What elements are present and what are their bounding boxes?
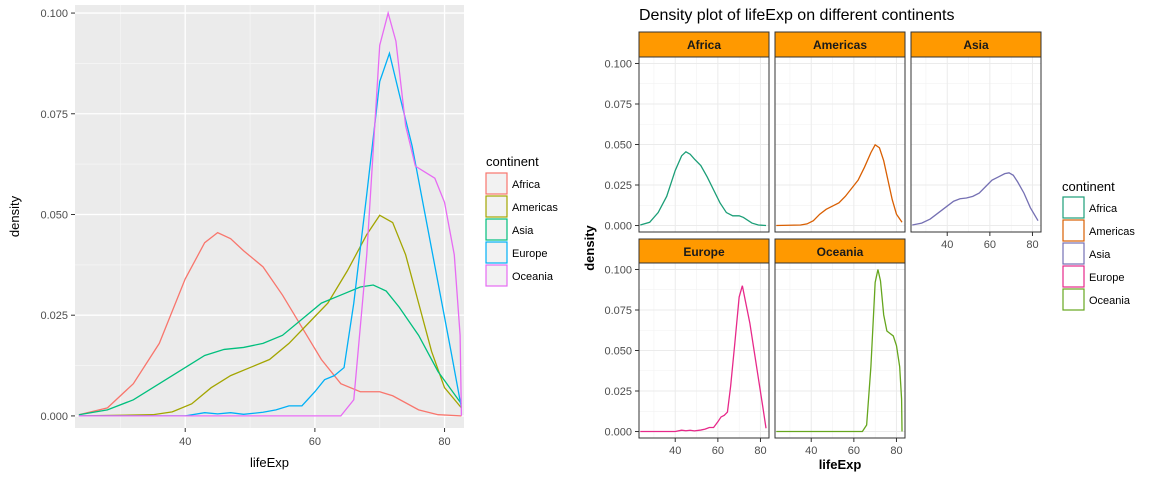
y-tick-label: 0.025 (604, 386, 632, 398)
y-tick-label: 0.075 (604, 305, 632, 317)
facet-strip-label: Asia (963, 38, 989, 52)
chart-title: Density plot of lifeExp on different con… (639, 7, 954, 24)
facet-border (774, 262, 906, 439)
legend-label: Americas (512, 202, 558, 214)
facet-panel-americas: Americas (774, 31, 906, 233)
legend-key-africa (485, 172, 508, 195)
legend-key-oceania (485, 264, 508, 287)
legend-label: Asia (512, 225, 534, 237)
legend-title: continent (1062, 179, 1115, 194)
facet-strip (638, 238, 770, 264)
density-line-asia (912, 172, 1039, 226)
x-tick-label: 80 (1026, 239, 1038, 251)
y-tick-label: 0.050 (40, 209, 68, 221)
facet-panel-africa: Africa 0.000 0.025 0.050 0.075 0.100 (604, 31, 770, 233)
facet-panel-asia: Asia 40 60 80 (910, 31, 1042, 251)
legend-key-asia (1062, 242, 1085, 265)
facet-strip (774, 31, 906, 58)
legend-key-americas (485, 195, 508, 218)
y-tick-label: 0.075 (604, 99, 632, 111)
facet-border (910, 56, 1042, 233)
x-tick-label: 60 (848, 445, 860, 457)
y-tick-label: 0.000 (40, 411, 68, 423)
y-tick-label: 0.100 (604, 264, 632, 276)
x-tick-label: 40 (941, 239, 953, 251)
legend-key-europe (1062, 265, 1085, 288)
x-tick-label: 60 (309, 436, 321, 448)
legend-label: Oceania (512, 271, 554, 283)
legend-key-asia (485, 218, 508, 241)
density-line-asia (78, 284, 462, 416)
y-tick-label: 0.100 (604, 58, 632, 70)
y-tick-label: 0.075 (40, 109, 68, 121)
legend-label: Oceania (1089, 295, 1131, 307)
x-tick-label: 60 (712, 445, 724, 457)
x-tick-label: 40 (179, 436, 191, 448)
legend-key-europe (485, 241, 508, 264)
y-tick-label: 0.025 (40, 310, 68, 322)
x-tick-label: 80 (754, 445, 766, 457)
legend-label: Europe (1089, 272, 1124, 284)
facet-strip-label: Oceania (817, 245, 864, 259)
facet-panel-oceania: Oceania 40 60 80 (774, 238, 906, 457)
y-tick-label: 0.000 (604, 427, 632, 439)
legend-label: Asia (1089, 249, 1111, 261)
legend-key-oceania (1062, 288, 1085, 311)
plot-panel (75, 5, 464, 428)
x-tick-label: 40 (805, 445, 817, 457)
legend-label: Africa (512, 179, 541, 191)
y-tick-label: 0.000 (604, 221, 632, 233)
facet-panel-europe: Europe 0.000 0.025 0.050 0.075 0.100 40 60 80 (604, 238, 770, 457)
y-axis-label: density (7, 195, 22, 237)
y-tick-label: 0.100 (40, 8, 68, 20)
density-line-africa (640, 150, 767, 227)
facet-strip-label: Americas (813, 38, 867, 52)
y-tick-label: 0.050 (604, 346, 632, 358)
legend-label: Europe (512, 248, 547, 260)
facet-strip-label: Africa (687, 38, 721, 52)
legend-key-africa (1062, 196, 1085, 219)
y-tick-label: 0.025 (604, 180, 632, 192)
legend-label: Africa (1089, 203, 1118, 215)
facet-strip (638, 31, 770, 58)
legend-label: Americas (1089, 226, 1135, 238)
x-tick-label: 80 (890, 445, 902, 457)
y-tick-label: 0.050 (604, 140, 632, 152)
x-tick-label: 80 (438, 436, 450, 448)
facet-strip (910, 31, 1042, 58)
facet-strip (774, 238, 906, 264)
density-line-europe (640, 285, 767, 433)
density-line-oceania (78, 10, 463, 417)
density-line-americas (776, 143, 903, 227)
facet-strip-label: Europe (683, 245, 725, 259)
x-tick-label: 40 (669, 445, 681, 457)
legend-key-americas (1062, 219, 1085, 242)
density-line-oceania (776, 269, 903, 433)
density-line-africa (78, 231, 462, 417)
x-tick-label: 60 (984, 239, 996, 251)
overlaid-density-chart: 40 60 80 0.000 0.025 0.050 0.075 0.100 lifeExp de… (7, 5, 558, 470)
legend-title: continent (486, 154, 539, 169)
faceted-density-chart: Density plot of lifeExp on different con… (582, 7, 1135, 472)
x-axis-label: lifeExp (819, 457, 862, 472)
density-line-europe (78, 51, 463, 417)
x-axis-label: lifeExp (250, 455, 289, 470)
density-line-americas (78, 214, 462, 417)
facet-border (774, 56, 906, 233)
y-axis-label: density (582, 224, 597, 270)
